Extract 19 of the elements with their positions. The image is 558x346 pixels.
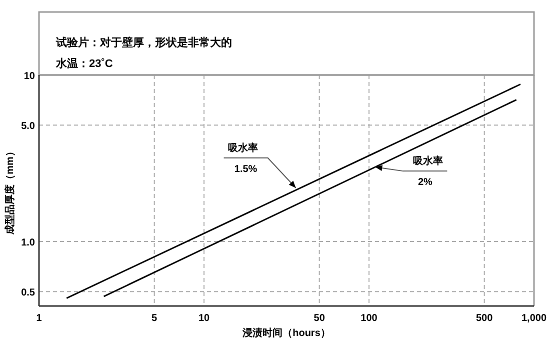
annotation: 吸水率 2% — [413, 155, 444, 188]
annotation: 吸水率 2% — [374, 156, 448, 188]
chart-subtitle: 水温：23˚C — [55, 57, 113, 70]
x-tick-label: 50 — [314, 313, 326, 324]
y-tick-label: 5.0 — [21, 121, 36, 132]
y-tick-label: 10 — [24, 71, 36, 82]
y-tick-label: 1.0 — [21, 238, 36, 249]
annotation: 吸水率 1.5% — [223, 142, 296, 188]
x-tick-label: 1 — [36, 313, 42, 324]
annotation: 吸水率 1.5% — [228, 142, 258, 175]
x-tick-label: 10 — [198, 313, 210, 324]
x-tick-label: 100 — [360, 313, 378, 324]
x-tick-label: 500 — [476, 313, 494, 324]
x-tick-label: 5 — [152, 313, 158, 324]
x-axis-title: 浸渍时间（hours） — [242, 327, 330, 339]
x-tick-label: 1,000 — [521, 313, 547, 324]
y-axis-title: 成型品厚度（mm） — [4, 146, 16, 236]
chart-title: 试验片：对于壁厚，形状是非常大的 — [55, 36, 232, 49]
y-tick-label: 0.5 — [21, 288, 36, 299]
